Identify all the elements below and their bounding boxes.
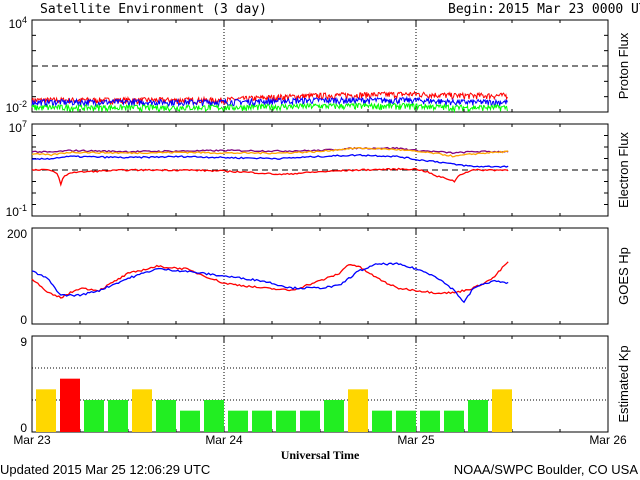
- kp-bar: [396, 410, 416, 432]
- kp-bar: [420, 410, 440, 432]
- y-axis-label: Proton Flux: [616, 32, 631, 99]
- begin-value: 2015 Mar 23 0000 UTC: [498, 2, 640, 17]
- kp-bar: [324, 400, 344, 432]
- series-line-green: [31, 101, 508, 114]
- begin-label: Begin:: [448, 2, 495, 17]
- x-tick-label: Mar 23: [13, 433, 51, 447]
- updated-timestamp: Updated 2015 Mar 25 12:06:29 UTC: [0, 462, 211, 477]
- kp-bar: [372, 410, 392, 432]
- series-line-purple: [31, 146, 509, 155]
- kp-bar: [132, 389, 152, 432]
- y-tick-label-bottom: 10-2: [6, 99, 27, 115]
- x-tick-label: Mar 25: [397, 433, 435, 447]
- kp-bar: [276, 410, 296, 432]
- y-axis-label: Estimated Kp: [616, 345, 631, 422]
- y-tick-label-bottom: 10-1: [6, 203, 27, 219]
- kp-bar: [60, 378, 80, 432]
- y-tick-label-bottom: 0: [20, 313, 27, 327]
- x-tick-label: Mar 24: [205, 433, 243, 447]
- y-tick-label-top: 200: [7, 227, 27, 241]
- series-line-red: [31, 261, 509, 299]
- y-tick-label-bottom: 0: [20, 421, 27, 435]
- y-axis-label: GOES Hp: [616, 247, 631, 305]
- kp-bar: [228, 410, 248, 432]
- series-line-blue: [31, 262, 509, 304]
- panel-frame-2: [31, 227, 609, 325]
- y-tick-label-top: 104: [9, 15, 27, 31]
- kp-bar: [468, 400, 488, 432]
- y-tick-label-top: 9: [20, 335, 27, 349]
- series-line-blue: [31, 95, 508, 108]
- kp-bar: [204, 400, 224, 432]
- x-axis-label: Universal Time: [281, 448, 360, 462]
- kp-bar: [300, 410, 320, 432]
- kp-bar: [492, 389, 512, 432]
- x-tick-label: Mar 26: [589, 433, 627, 447]
- kp-bar: [108, 400, 128, 432]
- y-axis-label: Electron Flux: [616, 132, 631, 208]
- series-line-blue: [31, 153, 509, 168]
- series-line-orange: [31, 146, 509, 158]
- y-tick-label-top: 107: [9, 119, 27, 135]
- chart-title: Satellite Environment (3 day): [40, 2, 267, 17]
- series-line-red: [31, 167, 509, 187]
- kp-bar: [156, 400, 176, 432]
- kp-bar: [252, 410, 272, 432]
- kp-bar: [36, 389, 56, 432]
- kp-bar: [348, 389, 368, 432]
- kp-bar: [84, 400, 104, 432]
- kp-bar: [180, 410, 200, 432]
- kp-bar: [444, 410, 464, 432]
- credit-text: NOAA/SWPC Boulder, CO USA: [453, 462, 638, 477]
